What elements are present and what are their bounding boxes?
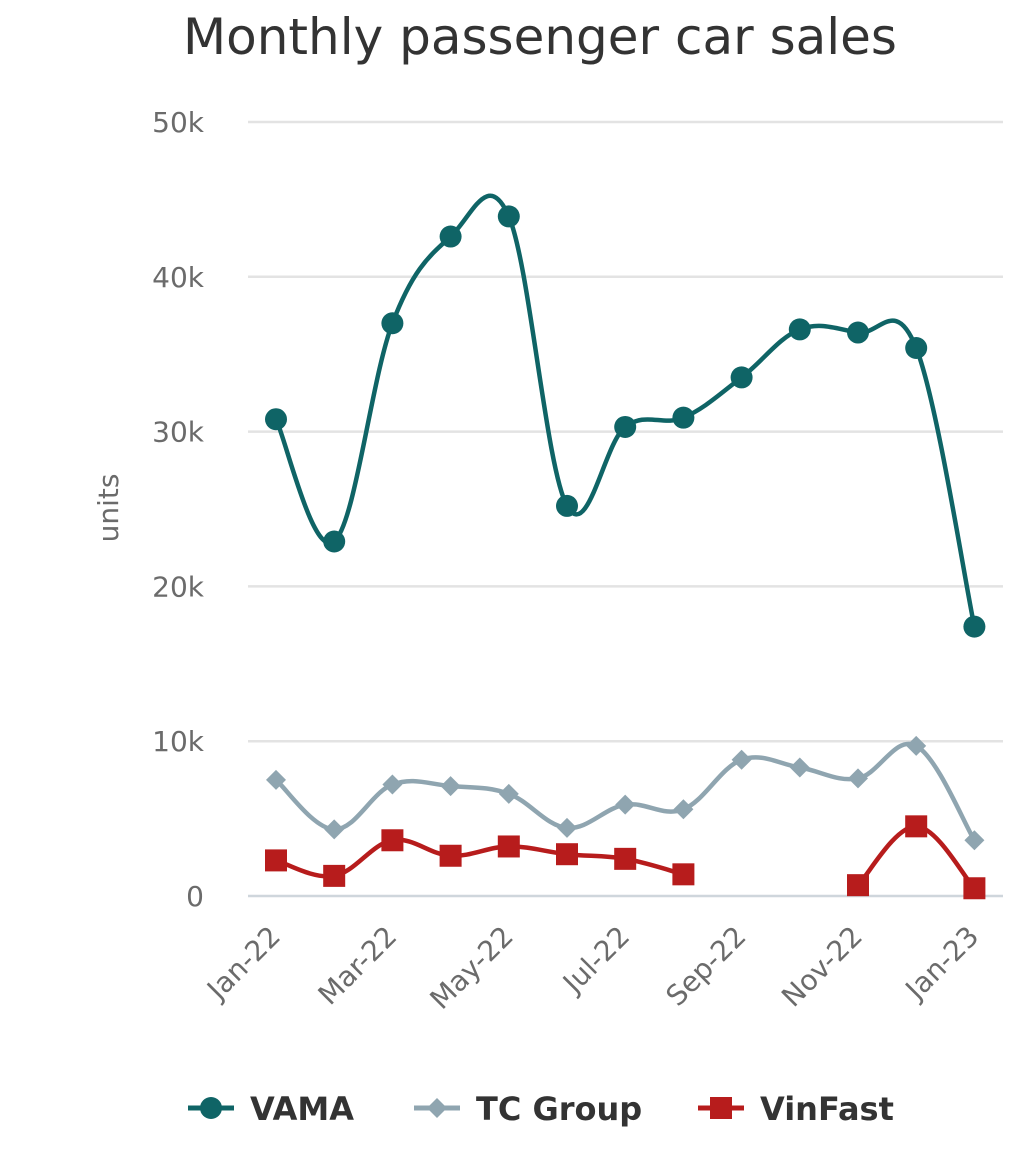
data-point-tc-group <box>498 783 519 804</box>
data-point-vama <box>905 337 928 360</box>
legend-marker-square-icon <box>710 1097 732 1119</box>
data-point-vinfast <box>381 829 404 852</box>
x-axis-tick-labels: Jan-22 Mar-22 May-22 Jul-22 Sep-22 Nov-22 Jan-… <box>199 920 985 1016</box>
series-vama <box>265 193 986 638</box>
x-tick-label: Jan-23 <box>898 920 986 1008</box>
y-axis-tick-labels: 0 10k 20k 30k 40k 50k <box>152 106 205 913</box>
y-tick-label: 20k <box>152 570 205 603</box>
data-point-vama <box>788 318 811 341</box>
legend-item-vama[interactable]: VAMA <box>188 1090 354 1128</box>
data-point-vama <box>614 415 637 438</box>
x-tick-label: Mar-22 <box>312 920 404 1012</box>
data-point-vinfast <box>905 815 928 838</box>
data-point-vama <box>847 321 869 344</box>
data-point-tc-group <box>731 749 752 770</box>
legend-marker-diamond-icon <box>427 1098 447 1118</box>
data-point-vama <box>730 366 753 389</box>
x-tick-label: Nov-22 <box>775 920 869 1014</box>
data-point-tc-group <box>906 735 927 756</box>
legend-item-tc-group[interactable]: TC Group <box>414 1090 642 1128</box>
data-point-tc-group <box>964 830 985 851</box>
x-tick-label: Jul-22 <box>555 920 636 1001</box>
data-point-vinfast <box>556 843 578 866</box>
data-point-tc-group <box>266 769 286 790</box>
data-point-vinfast <box>497 835 520 858</box>
series-tc-group <box>266 735 985 851</box>
x-tick-label: May-22 <box>423 920 519 1016</box>
data-point-vama <box>497 205 520 228</box>
data-point-tc-group <box>557 817 577 838</box>
y-tick-label: 10k <box>152 725 205 758</box>
data-point-vama <box>672 406 695 429</box>
data-point-vama <box>439 225 462 248</box>
data-point-vinfast <box>963 877 986 900</box>
series-vinfast <box>265 815 986 900</box>
legend-marker-circle-icon <box>200 1097 222 1119</box>
series-line-vama <box>273 193 977 628</box>
legend-label: TC Group <box>476 1090 642 1128</box>
chart-title: Monthly passenger car sales <box>183 8 897 66</box>
series-line-tc-group <box>274 741 977 842</box>
data-point-vinfast <box>439 844 462 867</box>
data-point-vama <box>556 494 578 517</box>
legend-label: VinFast <box>760 1090 894 1128</box>
data-point-vama <box>265 408 287 431</box>
data-point-vinfast <box>847 874 869 897</box>
data-point-vama <box>963 615 986 638</box>
x-tick-label: Sep-22 <box>660 920 753 1013</box>
data-point-tc-group <box>848 768 868 789</box>
legend-item-vinfast[interactable]: VinFast <box>698 1090 894 1128</box>
x-tick-label: Jan-22 <box>199 920 287 1008</box>
data-point-vinfast <box>614 847 637 870</box>
series-layer <box>265 193 986 900</box>
y-tick-label: 30k <box>152 416 205 449</box>
y-tick-label: 0 <box>186 880 204 913</box>
data-point-vama <box>323 530 346 553</box>
data-point-tc-group <box>673 799 694 820</box>
legend: VAMA TC Group VinFast <box>188 1090 894 1128</box>
data-point-vinfast <box>323 864 346 887</box>
data-point-vinfast <box>672 863 695 886</box>
y-axis-title: units <box>92 474 125 543</box>
data-point-tc-group <box>382 774 403 795</box>
data-point-vama <box>381 312 404 335</box>
data-point-vinfast <box>265 849 287 872</box>
data-point-tc-group <box>615 794 636 815</box>
data-point-tc-group <box>440 776 461 797</box>
data-point-tc-group <box>324 819 345 840</box>
data-point-tc-group <box>789 757 810 778</box>
y-tick-label: 40k <box>152 261 205 294</box>
y-tick-label: 50k <box>152 106 205 139</box>
gridlines <box>248 120 1003 898</box>
legend-label: VAMA <box>250 1090 354 1128</box>
